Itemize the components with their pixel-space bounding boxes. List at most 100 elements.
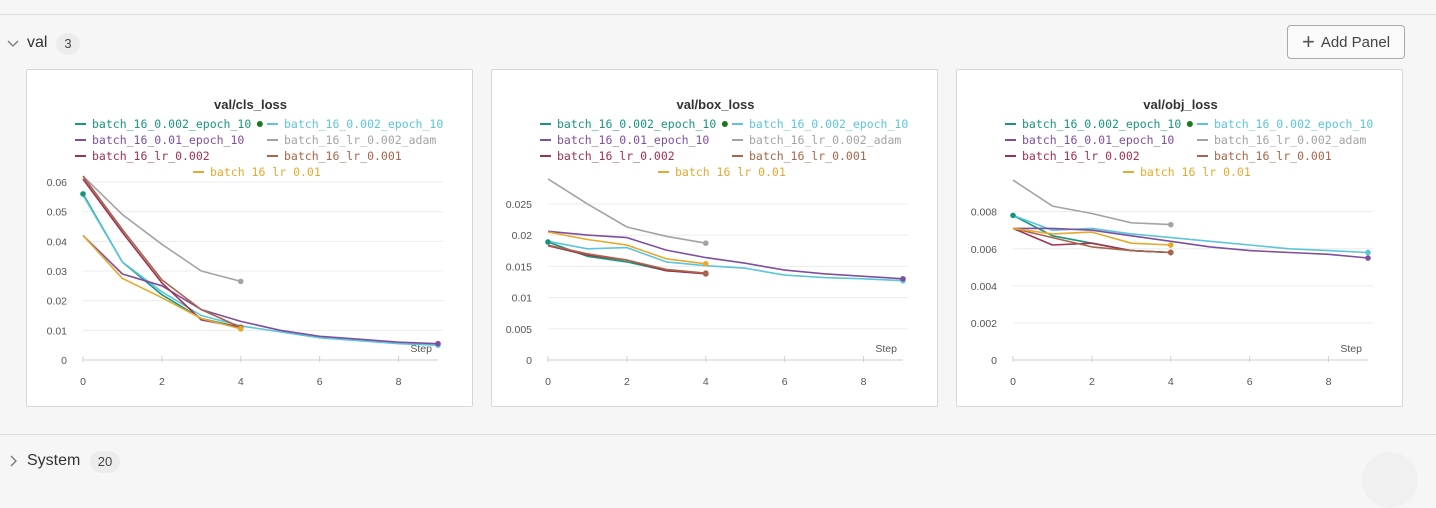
series-end-point: [702, 270, 709, 276]
chart-title: val/obj_loss: [1143, 97, 1217, 112]
series-line: [1012, 179, 1171, 226]
series-line: [547, 240, 904, 282]
y-tick-label: 0.03: [47, 266, 68, 278]
y-tick-label: 0: [526, 355, 532, 367]
series-end-point: [1167, 249, 1174, 256]
legend-entry: batch_16_0.002_epoch_10: [1214, 117, 1373, 131]
x-tick-label: 2: [624, 376, 630, 388]
series-line: [547, 244, 706, 274]
legend-entry: batch_16_lr_0.01: [1140, 165, 1251, 179]
series-end-point: [1365, 249, 1371, 256]
series-end-point: [237, 278, 244, 285]
legend-entry: batch_16_lr_0.002_adam: [1214, 133, 1366, 147]
y-tick-label: 0.005: [506, 324, 532, 336]
series-end-point: [1167, 221, 1174, 228]
legend-entry: batch_16_0.002_epoch_10: [1022, 117, 1181, 131]
x-axis-label: Step: [875, 343, 897, 355]
y-tick-label: 0: [991, 355, 997, 367]
chart-legend: batch_16_0.002_epoch_10 batch_16_0.002_ep…: [1005, 117, 1373, 179]
section-divider: [0, 434, 1436, 435]
y-tick-label: 0.05: [47, 207, 68, 219]
series-end-point: [702, 261, 709, 267]
system-count-badge: 20: [90, 451, 120, 473]
x-tick-label: 6: [1247, 376, 1253, 388]
legend-entry: batch_16_lr_0.001: [284, 149, 402, 163]
x-tick-label: 8: [861, 376, 867, 388]
series-line: [82, 175, 242, 329]
legend-entry: batch_16_0.002_epoch_10: [749, 117, 908, 131]
series-line: [547, 231, 706, 265]
x-axis-label: Step: [1340, 343, 1362, 355]
plus-icon: +: [1301, 29, 1315, 54]
chart-title: val/box_loss: [676, 97, 754, 112]
x-tick-label: 0: [1010, 376, 1016, 388]
x-tick-label: 4: [703, 376, 709, 388]
x-tick-label: 0: [80, 376, 86, 388]
x-tick-label: 8: [1326, 376, 1332, 388]
chart-panel-box-loss[interactable]: val/box_loss batch_16_0.002_epoch_10 batch…: [491, 69, 938, 407]
legend-entry: batch_16_lr_0.002: [92, 149, 210, 163]
legend-entry: batch_16_lr_0.01: [210, 165, 321, 179]
y-tick-label: 0.06: [47, 177, 68, 189]
series-line: [1012, 227, 1171, 246]
series-start-point: [1010, 212, 1016, 219]
legend-active-dot-icon: [721, 121, 728, 127]
legend-entry: batch_16_lr_0.001: [749, 149, 867, 163]
series-line: [1013, 227, 1369, 259]
chevron-right-icon[interactable]: [6, 454, 20, 468]
y-tick-label: 0.004: [971, 281, 997, 293]
y-tick-label: 0.002: [971, 318, 997, 330]
chevron-down-icon[interactable]: [6, 37, 20, 51]
series-end-point: [702, 240, 709, 247]
add-panel-label: Add Panel: [1320, 33, 1391, 51]
chart-panel-cls-loss[interactable]: val/cls_loss batch_16_0.002_epoch_10 batch…: [26, 69, 473, 407]
y-tick-label: 0.04: [47, 236, 68, 248]
x-axis-label: Step: [410, 343, 432, 355]
series-line: [82, 175, 242, 283]
series-end-point: [237, 326, 244, 332]
series-line: [1012, 227, 1171, 254]
legend-entry: batch_16_0.01_epoch_10: [557, 133, 709, 147]
x-tick-label: 2: [1089, 376, 1095, 388]
series-end-point: [1167, 242, 1174, 248]
legend-entry: batch_16_lr_0.002_adam: [749, 133, 901, 147]
x-tick-label: 4: [238, 376, 244, 388]
x-tick-label: 4: [1168, 376, 1174, 388]
y-tick-label: 0.006: [971, 244, 997, 256]
chart-title: val/cls_loss: [214, 97, 287, 112]
series-end-point: [900, 276, 906, 282]
series-start-point: [80, 191, 86, 197]
legend-entry: batch_16_lr_0.002: [1022, 149, 1140, 163]
system-section-title: System: [27, 452, 81, 469]
section-title: val: [27, 34, 48, 51]
series-line: [547, 178, 706, 244]
legend-entry: batch_16_0.002_epoch_10: [557, 117, 716, 131]
legend-active-dot-icon: [1186, 121, 1193, 127]
y-tick-label: 0: [61, 355, 67, 367]
y-tick-label: 0.02: [512, 230, 533, 242]
x-tick-label: 6: [317, 376, 323, 388]
series-line: [547, 230, 904, 280]
legend-entry: batch_16_0.002_epoch_10: [92, 117, 251, 131]
series-line: [82, 234, 242, 330]
series-line: [82, 234, 439, 345]
chart-legend: batch_16_0.002_epoch_10 batch_16_0.002_ep…: [540, 117, 908, 177]
section-header-val[interactable]: val 3 + Add Panel: [0, 25, 1436, 60]
y-tick-label: 0.02: [47, 296, 68, 308]
floating-action-button[interactable]: [1362, 452, 1418, 508]
legend-entry: batch_16_lr_0.001: [1214, 149, 1332, 163]
y-tick-label: 0.01: [47, 325, 68, 337]
legend-entry: batch_16_lr_0.002_adam: [284, 133, 436, 147]
add-panel-button[interactable]: + Add Panel: [1287, 25, 1405, 59]
series-start-point: [545, 239, 551, 245]
x-tick-label: 8: [396, 376, 402, 388]
section-header-system[interactable]: System 20: [0, 446, 400, 476]
series-line: [82, 178, 241, 329]
series-line: [547, 241, 706, 274]
legend-entry: batch_16_0.002_epoch_10: [284, 117, 443, 131]
section-count-badge: 3: [56, 33, 80, 55]
top-divider: [0, 14, 1436, 15]
chart-panel-obj-loss[interactable]: val/obj_loss batch_16_0.002_epoch_10 batch…: [956, 69, 1403, 407]
